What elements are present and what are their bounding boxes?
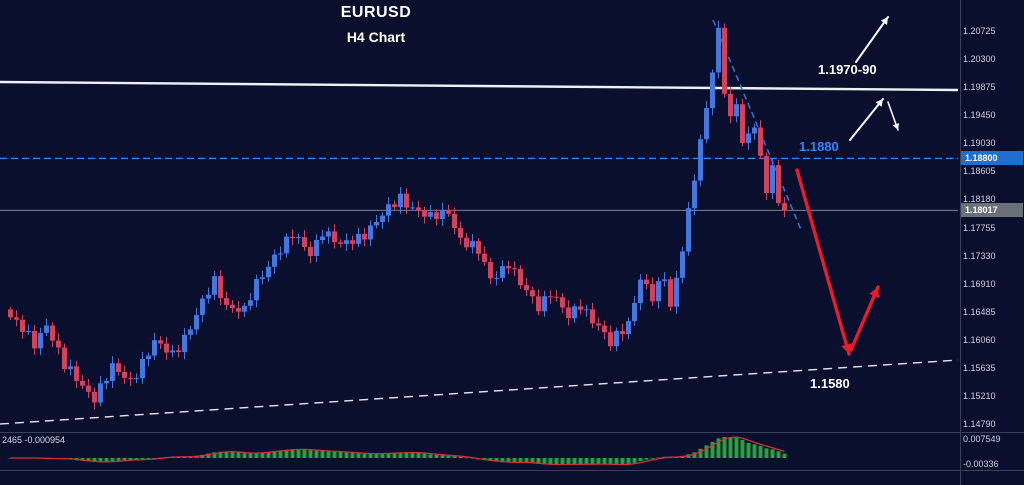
signal-line (10, 436, 785, 466)
red-projection-down-arrow (795, 168, 852, 356)
price-axis[interactable]: 1.20725 1.20300 1.19875 1.19450 1.19030 1.186… (963, 0, 1023, 430)
price-tick: 1.19450 (963, 110, 996, 121)
price-tick: 1.19875 (963, 82, 996, 93)
indicator-scale-max: 0.007549 (963, 434, 1001, 444)
line-price-tag: 1.18800 (961, 151, 1023, 166)
price-tick: 1.18180 (963, 194, 996, 205)
price-tick: 1.16910 (963, 278, 996, 289)
white-breakout-arrow (855, 16, 889, 63)
level-lines (0, 19, 959, 425)
broken-support-label: 1.1880 (799, 139, 839, 154)
price-tick: 1.16060 (963, 334, 996, 345)
current-price-tag: 1.18017 (961, 203, 1023, 218)
rising-trendline (0, 359, 959, 425)
white-retest-up-arrow (849, 98, 884, 141)
timeframe-title: H4 Chart (346, 29, 406, 45)
axis-separator (960, 0, 961, 485)
price-tick: 1.19030 (963, 138, 996, 149)
price-tick: 1.16485 (963, 306, 996, 317)
price-tick: 1.20300 (963, 54, 996, 65)
price-tick: 1.14790 (963, 418, 996, 429)
annotation-arrows (795, 16, 900, 356)
chart-title: EURUSD H4 Chart (298, 4, 454, 45)
pane-divider-top[interactable] (0, 432, 1024, 433)
price-tick: 1.18605 (963, 166, 996, 177)
pane-divider-bottom[interactable] (0, 470, 1024, 471)
price-tick: 1.15635 (963, 362, 996, 373)
resistance-zone-label: 1.1970-90 (818, 62, 877, 77)
breakdown-trendline (712, 19, 803, 233)
red-bounce-up-arrow (849, 285, 880, 352)
price-tick: 1.15210 (963, 391, 996, 402)
oscillator-histogram (8, 436, 787, 466)
trendline-label: 1.1580 (810, 376, 850, 391)
indicator-values: 2465 -0.000954 (2, 435, 66, 445)
candles (8, 20, 787, 410)
symbol-title: EURUSD (340, 4, 412, 21)
price-tick: 1.17330 (963, 250, 996, 261)
indicator-scale-min: -0.00336 (963, 459, 999, 469)
price-tick: 1.20725 (963, 25, 996, 36)
white-retest-down-arrow (887, 101, 900, 131)
resistance-line (0, 80, 959, 92)
price-tick: 1.17755 (963, 222, 996, 233)
